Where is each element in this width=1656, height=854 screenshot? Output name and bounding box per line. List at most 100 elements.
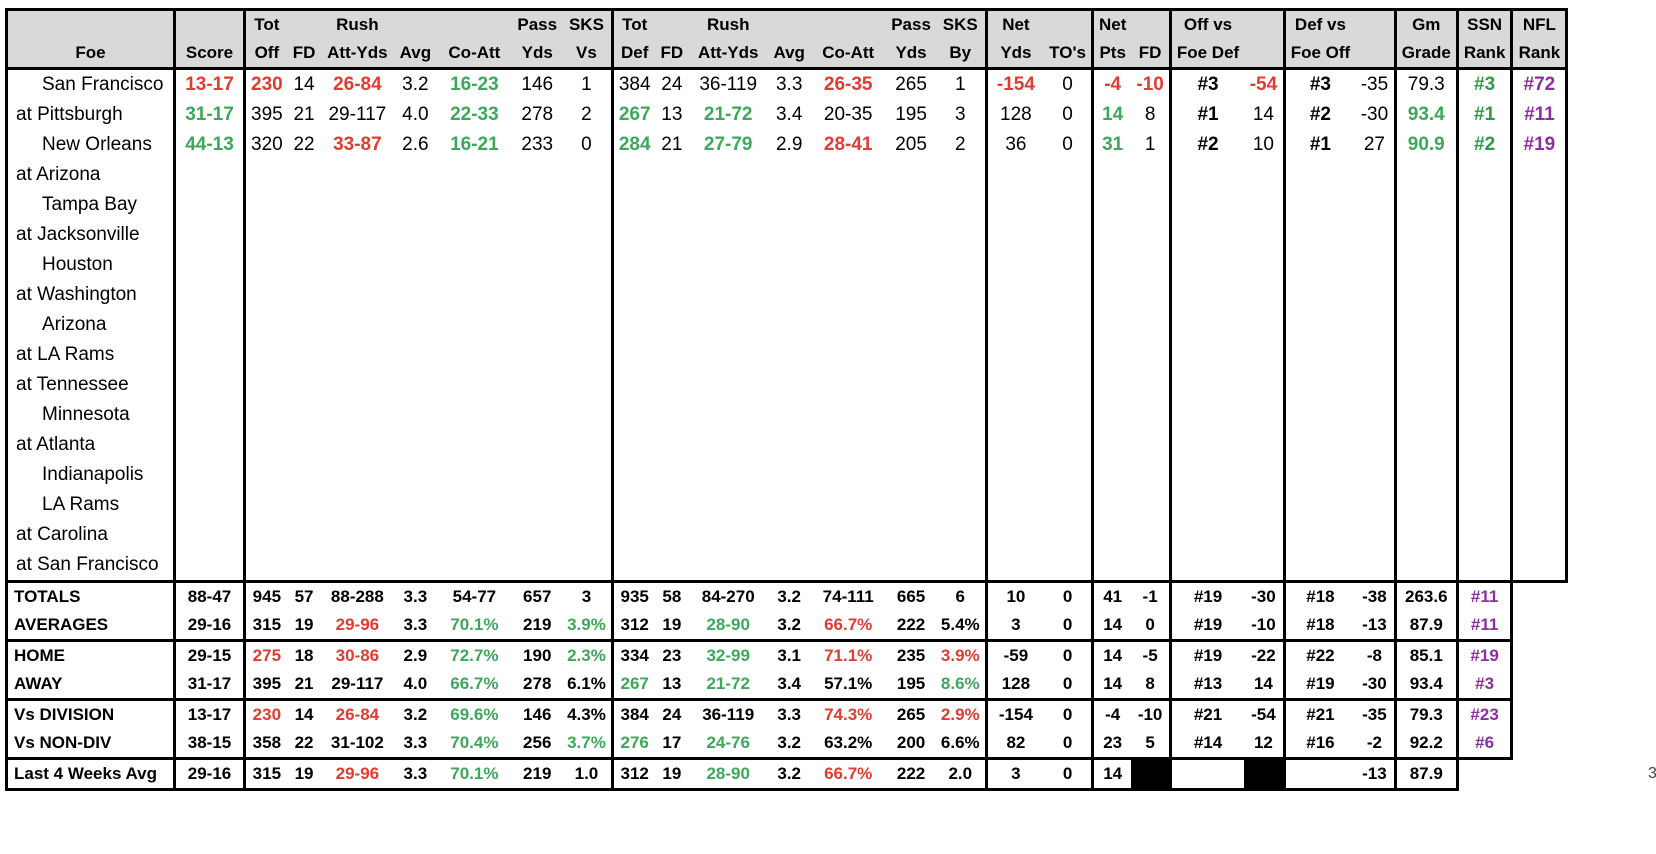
off-pass-yds-cell: [512, 550, 563, 583]
nfl-rank-empty: [1512, 641, 1567, 671]
summary-row: HOME 29-15 275 18 30-86 2.9 72.7% 190 2.3% 334 23 3…: [5, 639, 1567, 671]
net-tos-summary: 0: [1044, 757, 1093, 791]
ssn-rank-summary: #19: [1455, 639, 1514, 670]
def-fd-cell: [656, 190, 689, 220]
off-rush-summary: 29-96: [320, 611, 395, 642]
def-vs-rank-cell: [1282, 400, 1356, 430]
header-def-vs-rank: Foe Off: [1282, 39, 1356, 70]
net-tos-cell: [1044, 460, 1092, 490]
def-avg-cell: [768, 400, 810, 430]
score-cell: [173, 550, 245, 583]
net-fd-cell: [1131, 520, 1170, 550]
off-pass-yds-summary: 219: [512, 757, 563, 791]
def-fd-cell: [656, 430, 689, 460]
net-fd-cell: [1131, 340, 1170, 370]
off-rush-cell: 26-84: [333, 74, 382, 95]
tot-off-cell: [242, 310, 288, 340]
gm-grade-summary: 87.9: [1393, 757, 1459, 791]
nfl-rank-cell: [1510, 310, 1569, 340]
net-pts-summary: 14: [1090, 639, 1132, 670]
def-vs-val-cell: [1355, 520, 1395, 550]
game-row: Arizona: [5, 310, 1569, 340]
def-fd-summary: 24: [655, 698, 689, 729]
score-summary: 38-15: [173, 729, 245, 760]
net-tos-cell: [1044, 160, 1092, 190]
sks-by-cell: [936, 190, 986, 220]
ssn-rank-summary: #3: [1455, 670, 1514, 701]
foe-cell: at Arizona: [5, 160, 175, 190]
off-vs-rank-cell: #1: [1168, 100, 1245, 130]
header-nfl-rank: NFL: [1510, 8, 1569, 39]
sks-by-cell: [936, 340, 986, 370]
def-avg-summary: 3.2: [768, 580, 811, 611]
def-rush-cell: [688, 190, 768, 220]
def-vs-rank-summary: #19: [1282, 670, 1356, 701]
header-net-fd: FD: [1131, 39, 1171, 70]
off-pass-yds-cell: 278: [521, 104, 554, 125]
off-vs-val-cell: [1244, 280, 1284, 310]
def-vs-val-cell: [1355, 310, 1395, 340]
sks-vs-cell: [562, 490, 612, 520]
header-score: Score: [173, 39, 245, 70]
totals-body: TOTALS 88-47 945 57 88-288 3.3 54-77 657 3 935 58 8…: [5, 580, 1567, 642]
off-pass-yds-summary: 190: [512, 639, 563, 670]
off-rush-summary: 29-96: [320, 757, 395, 791]
def-vs-val-summary: -8: [1355, 639, 1396, 670]
ssn-rank-cell: [1455, 460, 1512, 490]
net-yds-cell: [984, 430, 1045, 460]
net-fd-summary: -10: [1131, 698, 1171, 729]
off-fd-cell: [288, 340, 321, 370]
game-row: at Pittsburgh 31-17 395 21 29-117 4.0 22-33 278…: [5, 100, 1569, 130]
sks-vs-cell: 1: [581, 74, 592, 95]
tot-off-cell: [242, 430, 288, 460]
net-pts-cell: [1090, 280, 1132, 310]
sks-by-summary: 8.6%: [935, 670, 987, 701]
tot-def-cell: 267: [610, 100, 656, 130]
def-rush-cell: [688, 370, 768, 400]
off-rush-cell: [320, 520, 394, 550]
def-vs-rank-cell: [1282, 370, 1356, 400]
tot-off-cell: [242, 220, 288, 250]
net-pts-summary: -4: [1090, 698, 1132, 729]
off-pass-yds-cell: [512, 340, 562, 370]
off-co-att-cell: [436, 490, 512, 520]
ssn-rank-cell: [1455, 520, 1512, 550]
net-yds-cell: [984, 550, 1045, 583]
off-vs-rank-cell: [1168, 190, 1245, 220]
off-rush-cell: [320, 550, 395, 583]
sks-vs-cell: [562, 280, 612, 310]
def-avg-cell: [768, 160, 810, 190]
score-cell: [173, 280, 245, 310]
def-avg-cell: 2.9: [775, 134, 803, 155]
nfl-rank-cell: [1510, 520, 1569, 550]
gm-grade-summary: 263.6: [1393, 580, 1458, 611]
def-rush-cell: [688, 250, 768, 280]
summary-label: HOME: [5, 639, 175, 670]
off-fd-cell: [288, 400, 321, 430]
score-cell: 31-17: [173, 100, 245, 130]
def-rush-cell: [688, 520, 768, 550]
off-avg-summary: 3.3: [394, 580, 437, 611]
def-vs-val-cell: [1355, 190, 1395, 220]
sks-by-summary: 5.4%: [935, 611, 987, 642]
net-fd-cell: [1131, 160, 1170, 190]
score-cell: [173, 490, 245, 520]
off-vs-val-cell: -54: [1249, 74, 1278, 95]
score-summary: 29-16: [173, 757, 245, 791]
header-off-avg: [394, 8, 437, 39]
net-pts-cell: [1090, 250, 1132, 280]
def-pass-yds-summary: 222: [886, 757, 936, 791]
tot-def-summary: 935: [610, 580, 656, 611]
def-fd-summary: 19: [655, 611, 689, 642]
off-avg-cell: 3.2: [402, 74, 429, 95]
net-fd-cell: [1131, 280, 1170, 310]
off-vs-rank-summary: #19: [1168, 639, 1245, 670]
off-rush-cell: 33-87: [333, 134, 382, 155]
off-vs-val-summary: -22: [1244, 639, 1285, 670]
off-vs-val-cell: [1244, 220, 1284, 250]
off-pass-yds-cell: [512, 490, 562, 520]
def-avg-cell: [768, 370, 810, 400]
tot-def-cell: [610, 280, 656, 310]
ssn-rank-cell: [1455, 310, 1512, 340]
gm-grade-cell: [1393, 520, 1458, 550]
